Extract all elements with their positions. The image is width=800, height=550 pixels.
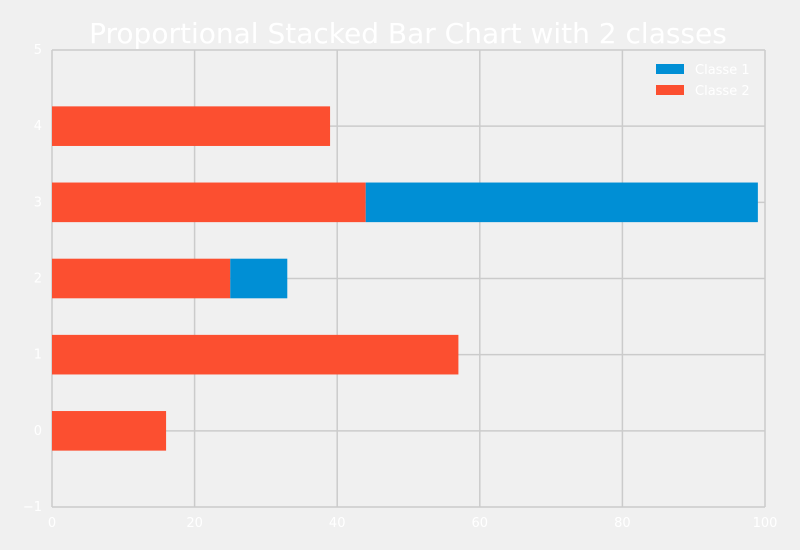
x-tick-label: 40 [329, 516, 346, 531]
bar-segment [52, 411, 167, 451]
legend-swatch [656, 85, 684, 95]
tick-labels: 0 20 40 60 80 100 −1 0 1 2 3 4 5 [23, 43, 778, 531]
bars [52, 106, 758, 451]
legend-label: Classe 1 [695, 63, 750, 78]
legend: Classe 1 Classe 2 [656, 63, 750, 99]
chart-title: Proportional Stacked Bar Chart with 2 cl… [89, 17, 727, 50]
y-tick-label: 5 [34, 43, 42, 58]
y-tick-label: 0 [34, 424, 42, 439]
bar-segment [365, 182, 758, 223]
x-tick-label: 0 [48, 516, 56, 531]
x-tick-label: 20 [186, 516, 203, 531]
y-tick-label: 2 [34, 272, 42, 287]
bar-segment [52, 182, 366, 223]
bar-segment [52, 106, 331, 146]
legend-label: Classe 2 [695, 84, 750, 99]
bar-segment [52, 258, 231, 299]
bar-segment [230, 258, 288, 299]
y-tick-label: 3 [34, 195, 42, 210]
x-tick-label: 60 [472, 516, 489, 531]
legend-swatch [656, 64, 684, 74]
y-tick-label: 1 [34, 348, 42, 363]
x-tick-label: 100 [753, 516, 778, 531]
y-tick-label: −1 [23, 500, 42, 515]
y-tick-label: 4 [34, 119, 42, 134]
x-tick-label: 80 [614, 516, 631, 531]
bar-segment [52, 334, 459, 375]
